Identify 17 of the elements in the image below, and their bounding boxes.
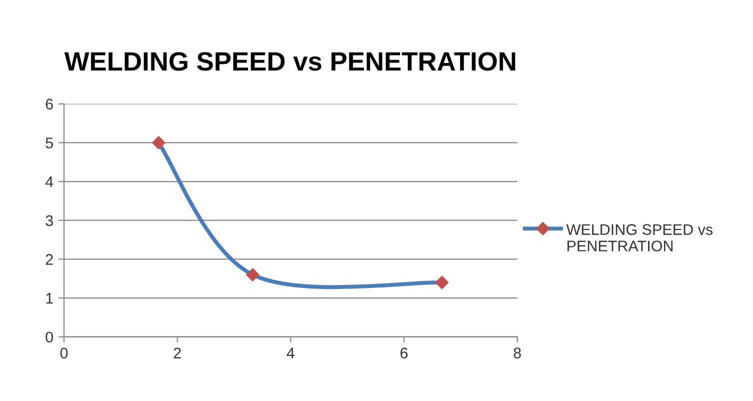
x-tick-label: 8 [514, 348, 521, 358]
y-tick-label: 4 [45, 176, 54, 188]
point [152, 136, 166, 150]
legend-label: WELDING SPEED vs PENETRATION [566, 224, 713, 252]
y-tick-label: 5 [46, 138, 53, 148]
x-tick-label: 2 [174, 348, 181, 358]
point [246, 268, 260, 282]
y-tick-label: 6 [46, 98, 53, 110]
x-tick-label: 0 [60, 348, 68, 358]
point [435, 276, 449, 290]
y-tick-label: 0 [46, 332, 53, 343]
y-tick-label: 1 [46, 293, 53, 304]
chart-title: WELDING SPEED vs PENETRATION [64, 52, 516, 71]
y-tick-label: 3 [46, 215, 53, 226]
x-tick-label: 6 [400, 348, 408, 358]
x-tick-label: 4 [286, 348, 294, 358]
y-tick-label: 2 [46, 254, 53, 265]
